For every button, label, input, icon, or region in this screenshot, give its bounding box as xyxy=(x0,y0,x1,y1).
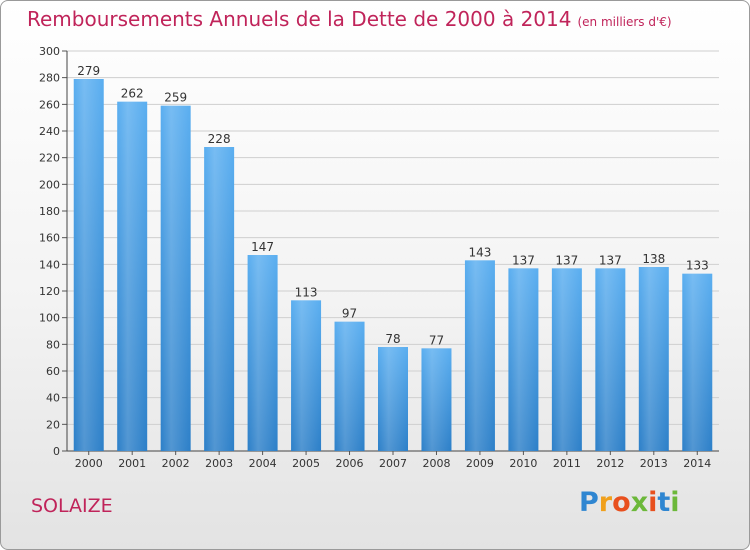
y-tick-label: 260 xyxy=(39,98,60,111)
bar-highlight xyxy=(247,255,278,451)
y-tick-label: 0 xyxy=(53,445,60,458)
bar-highlight xyxy=(334,321,365,451)
bar-highlight xyxy=(378,347,408,451)
data-label: 137 xyxy=(599,253,622,267)
x-tick-label: 2003 xyxy=(205,457,233,470)
x-tick-label: 2005 xyxy=(292,457,320,470)
logo-letter: t xyxy=(657,487,671,518)
data-label: 78 xyxy=(385,332,400,346)
city-name: SOLAIZE xyxy=(31,495,113,517)
proxiti-logo: Proxiti xyxy=(579,487,680,518)
x-tick-label: 2006 xyxy=(336,457,364,470)
data-label: 137 xyxy=(555,253,578,267)
y-tick-label: 200 xyxy=(39,178,60,191)
y-tick-label: 40 xyxy=(46,392,60,405)
y-tick-label: 240 xyxy=(39,125,60,138)
data-label: 113 xyxy=(295,285,318,299)
chart-title-unit: (en milliers d'€) xyxy=(577,15,672,29)
data-label: 77 xyxy=(429,333,444,347)
x-tick-label: 2001 xyxy=(118,457,146,470)
y-tick-label: 20 xyxy=(46,418,60,431)
logo-letter: r xyxy=(598,487,613,518)
logo-letter: i xyxy=(670,487,680,518)
bar-highlight xyxy=(204,147,235,451)
data-label: 228 xyxy=(208,132,231,146)
x-tick-label: 2004 xyxy=(249,457,277,470)
bar-highlight xyxy=(160,105,191,452)
data-label: 279 xyxy=(77,64,100,78)
y-tick-label: 140 xyxy=(39,258,60,271)
x-tick-label: 2010 xyxy=(509,457,537,470)
y-tick-label: 280 xyxy=(39,72,60,85)
x-tick-label: 2000 xyxy=(75,457,103,470)
x-tick-label: 2007 xyxy=(379,457,407,470)
data-label: 143 xyxy=(468,245,491,259)
bar-highlight xyxy=(421,348,452,451)
bar-highlight xyxy=(117,101,148,452)
chart-title-main: Remboursements Annuels de la Dette de 20… xyxy=(27,7,572,31)
y-tick-label: 60 xyxy=(46,365,60,378)
x-tick-label: 2002 xyxy=(162,457,190,470)
bar-highlight xyxy=(73,79,104,451)
axes: 0 20 40 60 80 100 120 140 160 180 200 220 240 260 280 3… xyxy=(39,45,719,470)
x-tick-label: 2011 xyxy=(553,457,581,470)
data-label: 147 xyxy=(251,240,274,254)
logo-letter: i xyxy=(648,487,658,518)
bar-highlight xyxy=(595,268,626,451)
logo-letter: x xyxy=(630,487,649,518)
y-tick-label: 300 xyxy=(39,45,60,58)
bar-highlight xyxy=(291,300,322,451)
data-label: 133 xyxy=(686,259,709,273)
data-label: 262 xyxy=(121,87,144,101)
x-tick-label: 2012 xyxy=(596,457,624,470)
x-tick-label: 2014 xyxy=(683,457,711,470)
bar-highlight xyxy=(551,268,582,451)
y-tick-label: 80 xyxy=(46,338,60,351)
chart-title: Remboursements Annuels de la Dette de 20… xyxy=(27,7,672,31)
y-tick-label: 220 xyxy=(39,152,60,165)
y-tick-label: 180 xyxy=(39,205,60,218)
logo-letter: o xyxy=(612,487,631,518)
bar-highlight xyxy=(464,260,495,451)
bars xyxy=(73,79,713,452)
data-labels: 279 262 259 228 147 113 97 78 77 143 137 137 137 138 1… xyxy=(77,64,708,347)
x-tick-label: 2008 xyxy=(422,457,450,470)
data-label: 259 xyxy=(164,91,187,105)
data-label: 138 xyxy=(642,252,665,266)
data-label: 97 xyxy=(342,307,357,321)
y-tick-label: 160 xyxy=(39,232,60,245)
bar-highlight xyxy=(682,273,713,451)
bar-highlight xyxy=(508,268,539,451)
x-tick-label: 2013 xyxy=(640,457,668,470)
bar-highlight xyxy=(638,267,669,451)
y-tick-label: 120 xyxy=(39,285,60,298)
data-label: 137 xyxy=(512,253,535,267)
x-tick-label: 2009 xyxy=(466,457,494,470)
y-tick-label: 100 xyxy=(39,312,60,325)
logo-letter: P xyxy=(579,487,599,518)
